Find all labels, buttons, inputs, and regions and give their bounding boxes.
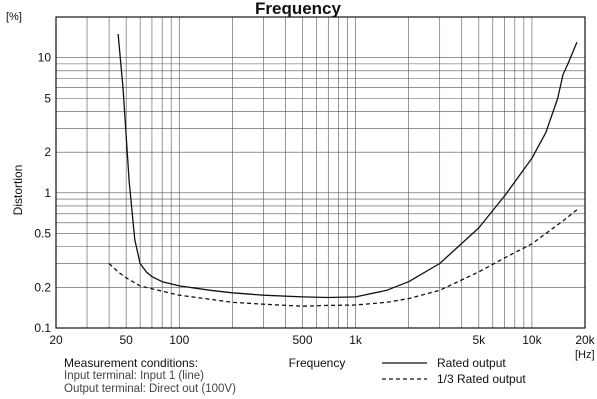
y-tick-label: 10 [38,51,52,65]
plot-frame [55,16,586,329]
y-tick-label: 2 [44,145,51,159]
plot-border [55,16,586,329]
conditions-input: Input terminal: Input 1 (line) [64,370,204,382]
y-axis-label: Distortion [11,165,25,216]
y-tick-label: 1 [44,186,51,200]
x-tick-label: 1k [349,333,363,347]
grid [56,17,585,328]
y-tick-label: 0.5 [34,227,51,241]
x-tick-label: 100 [169,333,189,347]
legend-label-rated: Rated output [437,356,506,370]
conditions-output: Output terminal: Direct out (100V) [64,383,236,395]
y-tick-label: 0.2 [34,280,51,294]
series-line-rated [117,33,578,299]
series-lines [108,33,578,307]
y-tick-label: 0.1 [34,321,51,335]
x-tick-label: 5k [472,333,486,347]
y-tick-label: 5 [44,91,51,105]
series-line-third [108,209,578,307]
x-tick-label: 10k [522,333,542,347]
x-tick-label: 20 [49,333,63,347]
x-tick-label: 20k [575,333,595,347]
legend: Rated output 1/3 Rated output [382,356,526,386]
x-unit-label: [Hz] [575,349,595,361]
tick-labels: 20 50 100 500 1k 5k 10k 20k 0.1 0.2 0.5 1 2 5 10 [34,51,595,347]
x-tick-label: 50 [119,333,133,347]
measurement-conditions: Measurement conditions: Input terminal: … [64,357,236,396]
conditions-heading: Measurement conditions: [64,356,199,370]
x-tick-label: 500 [292,333,312,347]
y-unit-label: [%] [6,11,22,23]
x-axis-label: Frequency [289,356,346,370]
legend-label-third: 1/3 Rated output [437,372,526,386]
chart-title: Frequency [255,0,342,18]
